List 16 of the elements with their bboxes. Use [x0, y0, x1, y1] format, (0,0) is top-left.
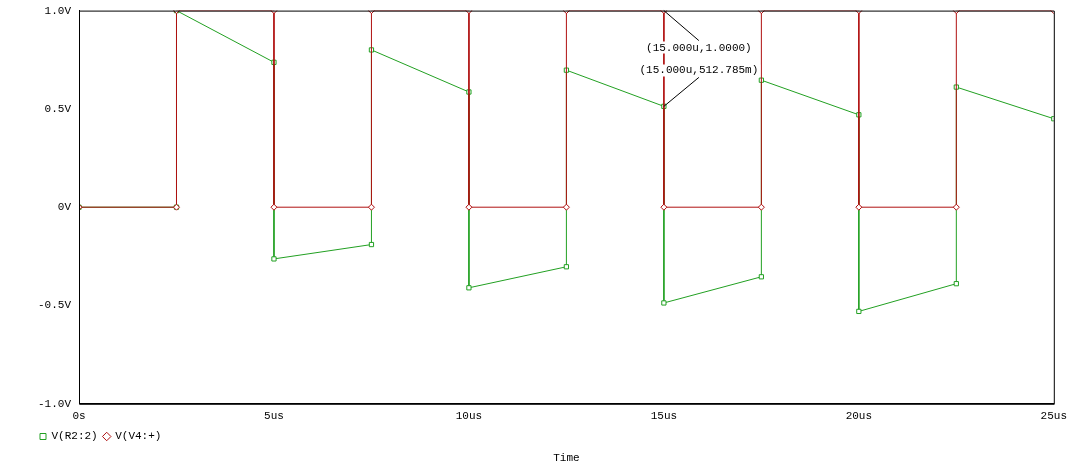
legend-label: V(R2:2) — [51, 430, 98, 443]
y-tick-label: 0V — [57, 201, 72, 214]
x-tick-label: 10us — [455, 410, 483, 423]
y-tick-label: 0.5V — [44, 102, 72, 115]
x-tick-label: 20us — [845, 410, 873, 423]
x-tick-label: 5us — [264, 410, 284, 423]
legend-label: V(V4:+) — [115, 430, 162, 443]
y-tick-label: -1.0V — [37, 397, 72, 410]
annotation: (15.000u,1.0000) — [646, 41, 752, 54]
y-tick-label: 1.0V — [44, 4, 72, 17]
x-tick-label: 25us — [1040, 410, 1067, 423]
y-tick-label: -0.5V — [37, 299, 72, 312]
annotation: (15.000u,512.785m) — [639, 64, 759, 77]
x-tick-label: 0s — [72, 410, 86, 423]
x-tick-label: 15us — [650, 410, 678, 423]
x-axis-title: Time — [553, 452, 580, 465]
